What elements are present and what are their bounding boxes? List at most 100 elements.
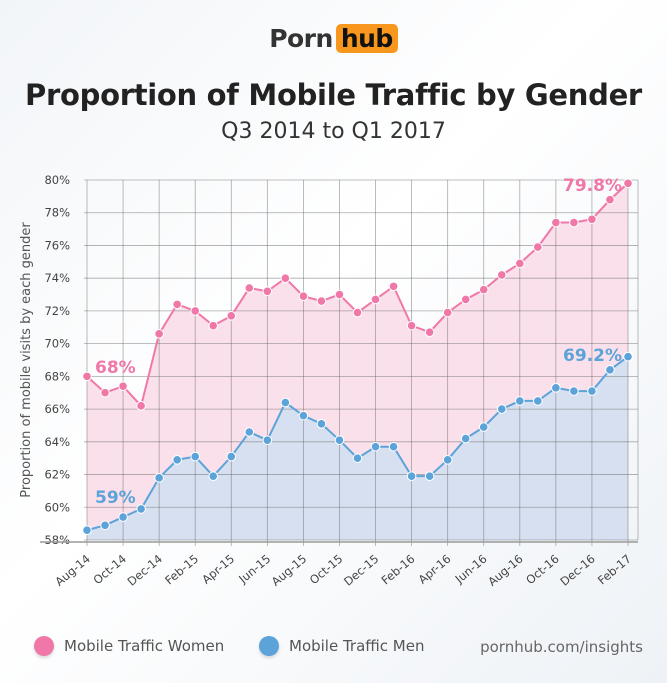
y-tick-label: 66% <box>44 402 70 416</box>
source-link[interactable]: pornhub.com/insights <box>480 638 643 656</box>
x-tick-label: Oct-16 <box>523 552 562 588</box>
data-point-women <box>118 381 128 391</box>
data-point-women <box>551 217 561 228</box>
y-tick-label: 76% <box>44 238 70 252</box>
annotation-women: 79.8% <box>563 176 622 196</box>
data-point-women <box>424 327 435 337</box>
data-point-women <box>623 178 633 189</box>
data-point-women <box>442 307 453 318</box>
chart-subtitle: Q3 2014 to Q1 2017 <box>221 119 446 144</box>
data-point-men <box>82 525 92 535</box>
legend-label-men: Mobile Traffic Men <box>289 637 425 655</box>
data-point-men <box>172 455 182 465</box>
data-point-men <box>460 433 471 444</box>
x-tick-label: Feb-16 <box>379 552 418 588</box>
data-point-men <box>442 455 453 465</box>
area-men <box>87 356 628 540</box>
y-tick-label: 62% <box>44 468 70 482</box>
data-point-women <box>298 291 309 301</box>
x-tick-label: Oct-14 <box>90 552 129 588</box>
legend-label-women: Mobile Traffic Women <box>64 637 225 655</box>
x-tick-label: Apr-16 <box>416 552 454 587</box>
x-tick-label: Dec-16 <box>557 552 597 589</box>
data-point-women <box>460 294 471 305</box>
x-tick-label: Aug-15 <box>269 552 310 589</box>
data-point-men <box>298 410 309 421</box>
data-point-men <box>352 453 363 463</box>
data-point-women <box>136 401 146 411</box>
annotation-women: 68% <box>95 358 136 378</box>
y-tick-label: 74% <box>44 271 70 285</box>
data-point-men <box>388 441 399 452</box>
x-tick-label: Feb-17 <box>595 552 634 588</box>
y-tick-label: 64% <box>44 435 70 449</box>
data-point-men <box>370 441 381 452</box>
data-point-women <box>82 371 92 382</box>
data-point-women <box>334 289 345 300</box>
data-point-men <box>515 396 525 406</box>
data-point-women <box>406 320 417 331</box>
data-point-women <box>172 299 182 310</box>
annotation-men: 69.2% <box>563 346 622 366</box>
data-point-men <box>280 397 291 408</box>
data-point-men <box>118 512 128 522</box>
data-point-women <box>100 387 110 398</box>
data-point-men <box>334 435 345 445</box>
y-tick-label: 72% <box>44 304 70 318</box>
x-tick-label: Apr-15 <box>199 552 237 587</box>
data-point-men <box>587 386 597 396</box>
y-tick-label: 70% <box>44 337 70 351</box>
logo-hub-badge: hub <box>335 24 398 53</box>
data-point-men <box>569 386 579 396</box>
data-point-men <box>226 451 237 462</box>
data-point-men <box>100 520 110 531</box>
data-point-women <box>388 281 399 292</box>
x-tick-label: Aug-16 <box>485 552 526 589</box>
data-point-women <box>154 329 164 339</box>
data-point-women <box>496 270 507 280</box>
data-point-women <box>605 194 615 205</box>
data-point-men <box>262 435 273 445</box>
y-axis-label: Proportion of mobile visits by each gend… <box>19 222 34 498</box>
data-point-women <box>226 311 237 321</box>
data-point-men <box>533 396 543 406</box>
x-tick-label: Feb-15 <box>162 552 201 588</box>
data-point-men <box>208 471 219 481</box>
legend-swatch-women <box>34 636 54 656</box>
data-point-women <box>370 294 381 305</box>
pornhub-logo: Porn hub <box>0 24 667 53</box>
data-point-men <box>244 427 255 437</box>
data-point-men <box>316 419 327 429</box>
y-tick-label: 68% <box>44 369 70 383</box>
x-tick-label: Oct-15 <box>307 552 346 588</box>
logo-text: Porn <box>269 24 333 53</box>
data-point-men <box>424 471 435 481</box>
data-point-men <box>551 383 561 393</box>
data-point-men <box>605 365 615 375</box>
data-point-women <box>569 217 579 228</box>
data-point-women <box>352 307 363 318</box>
data-point-men <box>136 504 146 514</box>
data-point-women <box>533 242 543 252</box>
y-tick-label: 58% <box>44 533 70 547</box>
data-point-women <box>190 306 200 316</box>
data-point-women <box>515 258 525 269</box>
y-tick-label: 60% <box>44 500 70 514</box>
legend-item-men: Mobile Traffic Men <box>259 636 424 656</box>
data-point-men <box>478 422 489 432</box>
x-tick-label: Dec-14 <box>125 552 165 589</box>
legend-swatch-men <box>259 636 279 656</box>
x-tick-label: Dec-15 <box>341 552 381 589</box>
data-point-men <box>190 451 200 462</box>
data-point-women <box>208 320 219 331</box>
data-point-women <box>316 296 327 306</box>
data-point-men <box>623 351 633 362</box>
y-tick-label: 80% <box>44 173 70 187</box>
legend-item-women: Mobile Traffic Women <box>34 636 224 656</box>
chart-title: Proportion of Mobile Traffic by Gender <box>25 78 642 112</box>
data-point-women <box>478 284 489 295</box>
data-point-women <box>262 286 273 297</box>
data-point-women <box>244 283 255 293</box>
data-point-women <box>587 214 597 225</box>
